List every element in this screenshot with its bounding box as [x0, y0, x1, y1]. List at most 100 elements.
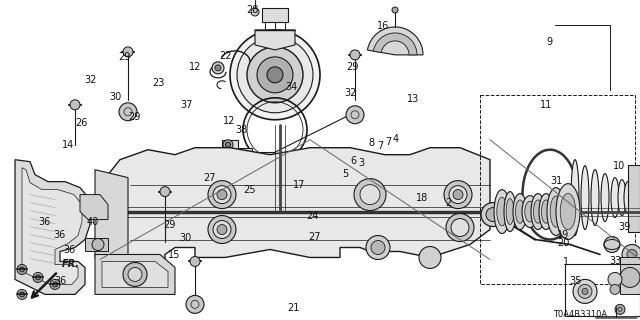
Ellipse shape	[531, 194, 545, 229]
Text: 10: 10	[613, 161, 626, 171]
Ellipse shape	[541, 200, 550, 223]
Text: 16: 16	[376, 20, 389, 30]
Circle shape	[213, 220, 231, 238]
Circle shape	[17, 264, 27, 275]
Ellipse shape	[550, 196, 562, 227]
Circle shape	[350, 50, 360, 60]
Circle shape	[92, 238, 104, 251]
Ellipse shape	[506, 199, 514, 225]
Text: 23: 23	[152, 78, 164, 88]
Circle shape	[627, 250, 637, 260]
Ellipse shape	[515, 200, 525, 223]
Circle shape	[208, 180, 236, 209]
Text: 32: 32	[344, 88, 357, 98]
Circle shape	[582, 288, 588, 294]
Text: 1: 1	[563, 257, 570, 267]
Text: 31: 31	[550, 176, 563, 186]
Circle shape	[251, 8, 259, 16]
Bar	[565, 264, 640, 316]
Circle shape	[620, 268, 640, 287]
Polygon shape	[102, 261, 168, 287]
Circle shape	[223, 140, 233, 150]
Text: 12: 12	[223, 116, 236, 126]
Text: 8: 8	[368, 138, 374, 148]
Text: 4: 4	[392, 134, 399, 144]
Circle shape	[35, 275, 40, 280]
Text: 28: 28	[246, 5, 259, 15]
Text: 17: 17	[292, 180, 305, 190]
Text: 7: 7	[385, 137, 392, 147]
Ellipse shape	[591, 170, 599, 226]
Circle shape	[70, 100, 80, 110]
Text: 39: 39	[618, 222, 630, 232]
Circle shape	[19, 292, 24, 297]
Text: 35: 35	[570, 276, 582, 286]
Ellipse shape	[581, 166, 589, 229]
Text: 36: 36	[54, 276, 67, 286]
Bar	[262, 8, 288, 22]
Text: 36: 36	[38, 217, 51, 227]
Circle shape	[160, 187, 170, 196]
Polygon shape	[95, 170, 128, 268]
Text: 36: 36	[53, 230, 66, 240]
Text: 29: 29	[128, 112, 141, 122]
Text: 6: 6	[351, 156, 357, 166]
Circle shape	[190, 256, 200, 267]
Polygon shape	[222, 140, 252, 175]
Text: 22: 22	[219, 51, 232, 61]
Text: FR.: FR.	[62, 260, 80, 269]
Text: 11: 11	[540, 100, 552, 110]
Text: 20: 20	[557, 238, 570, 248]
Circle shape	[360, 185, 380, 204]
Text: 27: 27	[204, 173, 216, 183]
Circle shape	[392, 7, 398, 13]
Circle shape	[604, 236, 620, 252]
Circle shape	[123, 262, 147, 286]
Circle shape	[257, 57, 293, 93]
Circle shape	[208, 216, 236, 244]
Text: 14: 14	[62, 140, 75, 150]
Text: 7: 7	[378, 141, 384, 151]
Circle shape	[50, 279, 60, 289]
Circle shape	[278, 165, 282, 170]
Text: 30: 30	[109, 92, 122, 102]
Wedge shape	[373, 33, 417, 55]
Circle shape	[217, 190, 227, 200]
Text: 25: 25	[243, 185, 256, 195]
Text: 33: 33	[609, 256, 622, 266]
Text: 18: 18	[416, 193, 429, 203]
Text: 12: 12	[189, 62, 202, 72]
Polygon shape	[620, 258, 640, 294]
Text: 29: 29	[163, 220, 176, 230]
Ellipse shape	[497, 197, 507, 226]
Polygon shape	[15, 160, 90, 294]
Circle shape	[444, 180, 472, 209]
Polygon shape	[248, 152, 275, 170]
Text: 3: 3	[358, 158, 365, 168]
Text: 27: 27	[308, 232, 321, 242]
Circle shape	[217, 225, 227, 235]
Ellipse shape	[539, 194, 553, 229]
Ellipse shape	[571, 160, 579, 236]
Polygon shape	[108, 148, 490, 268]
Ellipse shape	[547, 188, 565, 236]
Circle shape	[237, 37, 313, 113]
Text: 36: 36	[63, 245, 76, 255]
Circle shape	[52, 282, 58, 287]
Circle shape	[19, 267, 24, 272]
Circle shape	[573, 279, 597, 303]
Ellipse shape	[556, 184, 580, 239]
Circle shape	[481, 203, 505, 227]
Circle shape	[267, 67, 283, 83]
Circle shape	[247, 47, 303, 103]
Circle shape	[449, 186, 467, 204]
Polygon shape	[255, 30, 295, 50]
Text: 2: 2	[445, 198, 451, 208]
Polygon shape	[80, 195, 108, 220]
Circle shape	[346, 106, 364, 124]
Circle shape	[119, 103, 137, 121]
Circle shape	[371, 241, 385, 254]
Circle shape	[354, 179, 386, 211]
Text: 24: 24	[306, 211, 319, 220]
Circle shape	[213, 186, 231, 204]
